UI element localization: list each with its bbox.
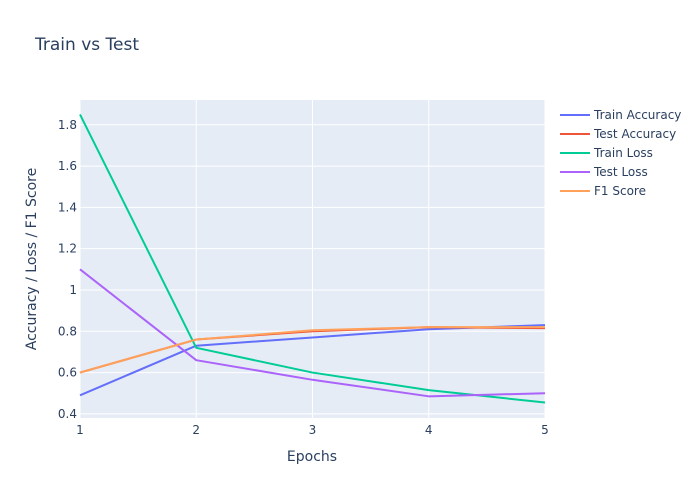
y-tick-label: 0.8 — [58, 324, 77, 338]
x-tick-label: 1 — [76, 423, 84, 437]
chart-title: Train vs Test — [34, 35, 139, 55]
x-axis-title: Epochs — [287, 449, 337, 465]
y-tick-label: 0.4 — [58, 407, 77, 421]
y-tick-label: 0.6 — [58, 366, 77, 380]
series-line-train-loss — [79, 114, 546, 404]
y-tick-label: 1.8 — [58, 118, 77, 132]
legend-label: F1 Score — [594, 184, 646, 198]
y-tick-label: 1.4 — [58, 200, 77, 214]
y-axis-ticks: 0.4 0.6 0.8 1 1.2 1.4 1.6 1.8 — [58, 118, 77, 421]
x-tick-label: 2 — [192, 423, 200, 437]
legend-label: Train Loss — [593, 146, 653, 160]
legend-item-test-loss[interactable]: Test Loss — [560, 165, 648, 179]
legend-label: Train Accuracy — [593, 108, 681, 122]
series-line-f1-score — [79, 326, 545, 374]
legend-item-f1-score[interactable]: F1 Score — [560, 184, 646, 198]
legend-item-train-loss[interactable]: Train Loss — [560, 146, 653, 160]
x-tick-label: 3 — [309, 423, 317, 437]
legend-label: Test Loss — [593, 165, 648, 179]
y-tick-label: 1 — [69, 283, 77, 297]
gridlines — [79, 100, 546, 418]
legend-label: Test Accuracy — [593, 127, 676, 141]
x-tick-label: 4 — [425, 423, 433, 437]
series-lines — [79, 114, 546, 404]
y-tick-label: 1.2 — [58, 242, 77, 256]
legend: Train Accuracy Test Accuracy Train Loss Tes… — [560, 108, 681, 198]
y-axis-title: Accuracy / Loss / F1 Score — [24, 168, 40, 350]
x-tick-label: 5 — [541, 423, 549, 437]
legend-item-train-accuracy[interactable]: Train Accuracy — [560, 108, 681, 122]
y-tick-label: 1.6 — [58, 159, 77, 173]
legend-item-test-accuracy[interactable]: Test Accuracy — [560, 127, 676, 141]
x-axis-ticks: 1 2 3 4 5 — [76, 423, 549, 437]
series-line-test-loss — [79, 268, 546, 398]
